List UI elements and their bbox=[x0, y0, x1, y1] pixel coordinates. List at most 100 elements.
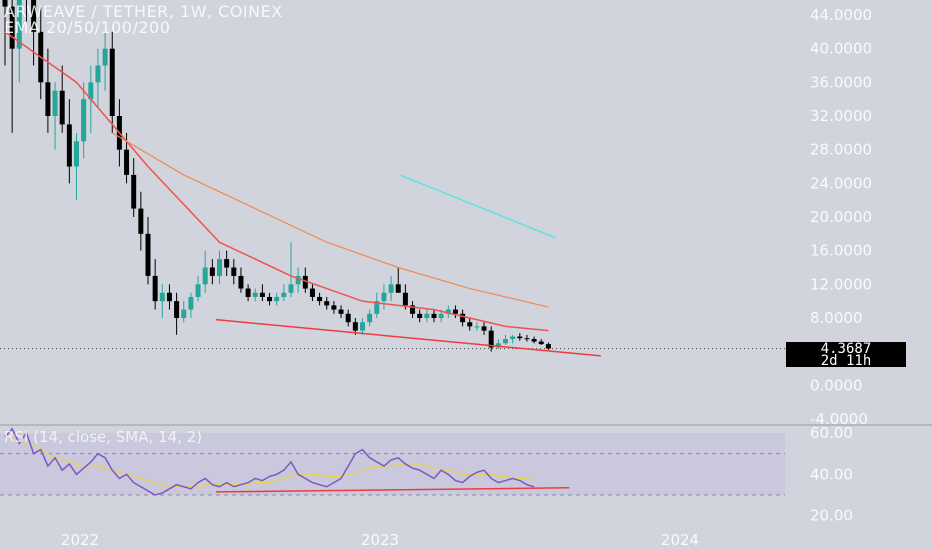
candle-body bbox=[474, 326, 480, 328]
price-tick-label: 40.0000 bbox=[810, 40, 872, 58]
rsi-sma-line bbox=[4, 432, 535, 488]
candle-body bbox=[388, 284, 394, 293]
candle-body bbox=[131, 174, 137, 209]
candle-body bbox=[538, 341, 544, 345]
candle-body bbox=[395, 284, 401, 293]
candle-body bbox=[281, 292, 287, 297]
candle-body bbox=[188, 296, 194, 310]
candle-body bbox=[488, 330, 494, 348]
rsi-tick-label: 20.00 bbox=[810, 507, 853, 525]
price-tick-label: 8.0000 bbox=[810, 309, 863, 327]
time-tick-label: 2023 bbox=[361, 531, 399, 549]
price-tick-label: 24.0000 bbox=[810, 174, 872, 192]
candle-body bbox=[517, 336, 523, 339]
candle-body bbox=[159, 292, 165, 302]
candle-body bbox=[438, 313, 444, 318]
candle-body bbox=[288, 284, 294, 293]
candle-body bbox=[309, 288, 315, 297]
rsi-support-trendline bbox=[215, 487, 570, 493]
candle-body bbox=[181, 309, 187, 318]
candle-body bbox=[252, 292, 258, 297]
price-tick-label: 44.0000 bbox=[810, 6, 872, 24]
candle-body bbox=[460, 313, 466, 323]
candle-body bbox=[81, 99, 87, 142]
support-trendline bbox=[215, 318, 601, 357]
candle-body bbox=[59, 90, 65, 125]
candle-body bbox=[145, 233, 151, 276]
candle-body bbox=[381, 292, 387, 302]
candle-body bbox=[209, 267, 215, 276]
candle-body bbox=[9, 6, 15, 49]
candle-body bbox=[481, 326, 487, 331]
rsi-group bbox=[0, 427, 785, 496]
candle-body bbox=[452, 309, 458, 314]
candle-body bbox=[74, 141, 79, 167]
candle-body bbox=[410, 305, 416, 314]
candle-body bbox=[124, 149, 130, 175]
candle-body bbox=[345, 313, 351, 323]
candle-body bbox=[102, 48, 108, 66]
candle-body bbox=[217, 259, 222, 276]
candle-body bbox=[302, 275, 308, 289]
candle-body bbox=[431, 313, 437, 318]
candle-body bbox=[274, 296, 280, 302]
price-tick-label: 12.0000 bbox=[810, 275, 872, 293]
candle-body bbox=[109, 48, 115, 116]
bar-countdown: 2d 11h bbox=[820, 353, 872, 369]
candle-body bbox=[166, 292, 172, 302]
candle-body bbox=[367, 313, 373, 323]
candle-body bbox=[445, 309, 451, 314]
candle-body bbox=[52, 90, 58, 116]
candle-body bbox=[331, 305, 337, 310]
candle-body bbox=[295, 275, 301, 285]
last-price-tag: 4.3687 2d 11h bbox=[786, 341, 906, 369]
candle-body bbox=[174, 301, 180, 318]
candle-body bbox=[2, 0, 8, 7]
candle-body bbox=[510, 336, 516, 340]
candle-body bbox=[402, 292, 408, 306]
time-tick-label: 2022 bbox=[61, 531, 99, 549]
candle-body bbox=[224, 259, 230, 268]
candle-body bbox=[202, 267, 208, 285]
candle-body bbox=[231, 267, 237, 276]
rsi-title: RSI (14, close, SMA, 14, 2) bbox=[4, 428, 203, 446]
candle-body bbox=[360, 322, 365, 331]
candle-body bbox=[152, 275, 158, 302]
candle-body bbox=[267, 296, 273, 302]
candle-body bbox=[238, 275, 244, 289]
price-tick-label: -4.0000 bbox=[810, 410, 868, 428]
candle-body bbox=[503, 339, 508, 344]
candle-body bbox=[495, 343, 501, 348]
candle-body bbox=[417, 313, 423, 318]
ema-group bbox=[4, 31, 601, 357]
candle-body bbox=[324, 301, 330, 306]
last-price-value: 4.3687 bbox=[820, 341, 872, 357]
rsi-band bbox=[0, 433, 785, 495]
price-tick-label: 0.0000 bbox=[810, 376, 863, 394]
price-tick-label: 36.0000 bbox=[810, 73, 872, 91]
ema20-line bbox=[4, 31, 549, 332]
candle-body bbox=[374, 301, 380, 314]
price-axis: -4.00000.00004.00008.000012.000016.00002… bbox=[810, 6, 872, 428]
candle-body bbox=[66, 124, 72, 167]
price-tick-label: 28.0000 bbox=[810, 141, 872, 159]
candle-body bbox=[138, 208, 144, 234]
candle-body bbox=[317, 296, 323, 302]
candle-body bbox=[545, 344, 551, 349]
indicator-legend: EMA 20/50/100/200 bbox=[4, 18, 171, 37]
candle-body bbox=[31, 0, 37, 32]
candle-body bbox=[245, 288, 251, 297]
rsi-line bbox=[4, 427, 535, 496]
candle-body bbox=[531, 339, 537, 342]
rsi-axis: 20.00 40.00 60.00 bbox=[810, 424, 853, 525]
candle-body bbox=[16, 0, 22, 49]
candle-body bbox=[352, 322, 358, 331]
time-axis: 2022 2023 2024 bbox=[61, 531, 699, 549]
candle-body bbox=[424, 313, 430, 318]
candle-body bbox=[195, 284, 201, 297]
rsi-tick-label: 60.00 bbox=[810, 424, 853, 442]
candle-body bbox=[88, 82, 94, 100]
candle-body bbox=[467, 322, 473, 327]
chart-title: ARWEAVE / TETHER, 1W, COINEX bbox=[4, 2, 283, 21]
